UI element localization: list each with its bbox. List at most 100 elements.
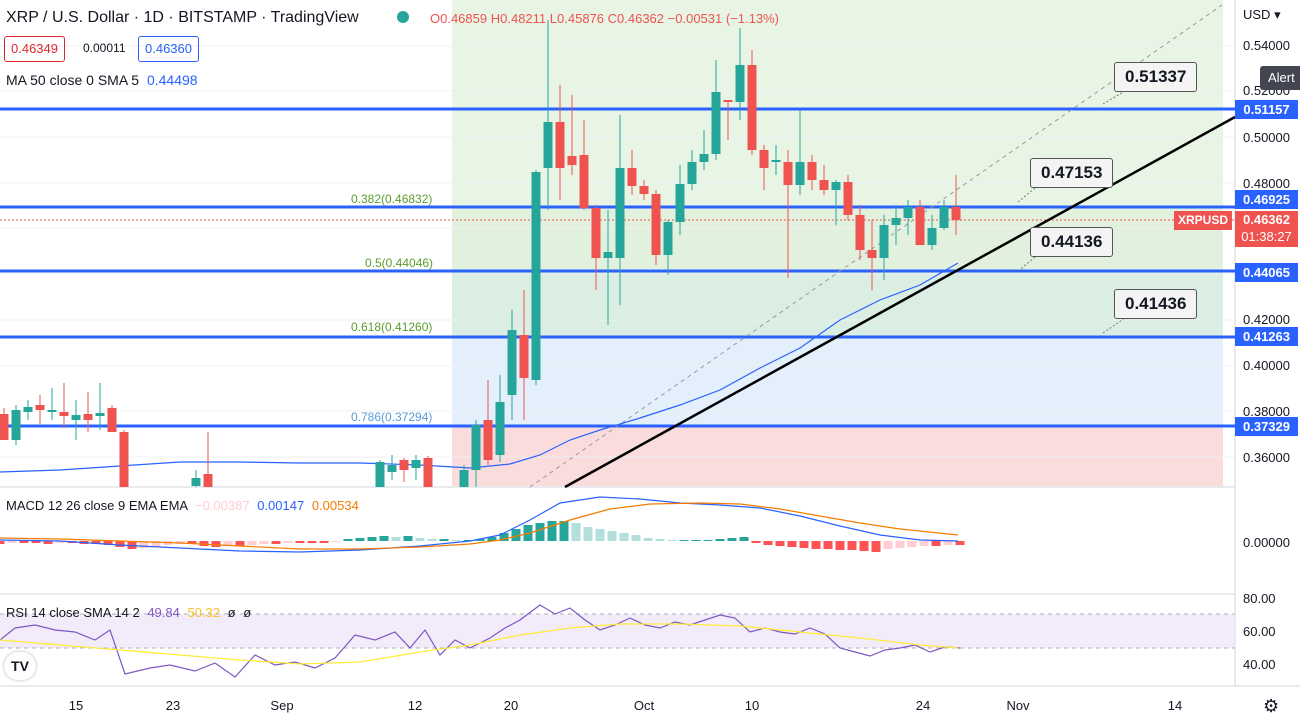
macd-bar bbox=[475, 539, 485, 541]
macd-line bbox=[0, 496, 959, 553]
macd-bar bbox=[307, 541, 317, 543]
candle-body bbox=[615, 168, 625, 258]
ascending-trendline[interactable] bbox=[564, 115, 1236, 489]
ma-label: MA 50 close 0 SMA 5 bbox=[6, 72, 140, 88]
level-price-label[interactable]: 0.37329 bbox=[1235, 417, 1298, 436]
candle-body bbox=[759, 150, 769, 168]
last-price-value: 0.46362 bbox=[1243, 212, 1290, 227]
macd-signal-line bbox=[0, 502, 959, 550]
macd-bar bbox=[823, 541, 833, 549]
candle-body bbox=[699, 154, 709, 162]
macd-bar bbox=[139, 541, 149, 548]
macd-signal-value: 0.00534 bbox=[311, 498, 359, 513]
symbol-title[interactable]: XRP / U.S. Dollar · 1D · BITSTAMP · Trad… bbox=[6, 9, 359, 26]
tradingview-logo[interactable]: TV bbox=[4, 652, 36, 680]
date-tick: 23 bbox=[165, 698, 181, 713]
fib-label-618: 0.618(0.41260) bbox=[351, 320, 433, 334]
macd-bar bbox=[667, 540, 677, 541]
price-tick: 0.36000 bbox=[1243, 450, 1290, 465]
macd-bar bbox=[223, 541, 233, 546]
candle-body bbox=[855, 215, 865, 250]
rsi-value: 49.84 bbox=[147, 605, 180, 620]
macd-bar bbox=[463, 540, 473, 541]
level-price-label[interactable]: 0.44065 bbox=[1235, 263, 1298, 282]
macd-bar bbox=[211, 541, 221, 547]
macd-bar bbox=[571, 523, 581, 541]
date-tick: 15 bbox=[68, 698, 84, 713]
candle-body bbox=[747, 65, 757, 150]
candle-body bbox=[11, 410, 21, 440]
candle-body bbox=[59, 412, 69, 416]
fib-zone-786 bbox=[452, 426, 1223, 486]
last-price-label: 0.46362 01:38:27 bbox=[1235, 211, 1298, 247]
rsi-tick: 40.00 bbox=[1243, 657, 1276, 672]
macd-bar bbox=[607, 531, 617, 541]
sell-button[interactable]: 0.46349 bbox=[4, 36, 65, 62]
candle-body bbox=[843, 182, 853, 215]
candle-body bbox=[35, 405, 45, 410]
candle-body bbox=[723, 100, 733, 102]
macd-bar bbox=[199, 541, 209, 546]
fib-label-382: 0.382(0.46832) bbox=[351, 192, 433, 206]
candle-body bbox=[603, 252, 613, 258]
level-price-label[interactable]: 0.51157 bbox=[1235, 100, 1298, 119]
buy-button[interactable]: 0.46360 bbox=[138, 36, 199, 62]
candle-body bbox=[47, 410, 57, 412]
rsi-na-2: ø bbox=[243, 605, 252, 620]
macd-bar bbox=[499, 533, 509, 541]
macd-bar bbox=[883, 541, 893, 549]
candle-body bbox=[879, 225, 889, 258]
macd-bar bbox=[595, 529, 605, 541]
macd-bar bbox=[511, 529, 521, 541]
rsi-sma-value: 50.32 bbox=[187, 605, 221, 620]
price-tick: 0.42000 bbox=[1243, 312, 1290, 327]
candle-body bbox=[951, 207, 961, 220]
level-price-label[interactable]: 0.41263 bbox=[1235, 327, 1298, 346]
alert-button[interactable]: Alert bbox=[1260, 66, 1300, 90]
callout-price[interactable]: 0.51337 bbox=[1114, 62, 1198, 92]
macd-bar bbox=[679, 540, 689, 541]
gear-icon[interactable]: ⚙ bbox=[1263, 696, 1280, 716]
candle-body bbox=[627, 168, 637, 186]
rsi-sma-line bbox=[0, 623, 959, 665]
macd-bar bbox=[643, 538, 653, 541]
candle-body bbox=[903, 207, 913, 218]
callout-price[interactable]: 0.47153 bbox=[1030, 158, 1114, 188]
ohlc-values: O0.46859 H0.48211 L0.45876 C0.46362 −0.0… bbox=[430, 11, 779, 26]
callout-price[interactable]: 0.41436 bbox=[1114, 289, 1198, 319]
macd-bar bbox=[559, 521, 569, 541]
candle-body bbox=[203, 474, 213, 487]
callout-price[interactable]: 0.44136 bbox=[1030, 227, 1114, 257]
macd-bar bbox=[355, 538, 365, 541]
macd-bar bbox=[811, 541, 821, 549]
candle-body bbox=[375, 462, 385, 487]
rsi-legend[interactable]: RSI 14 close SMA 14 2 49.84 50.32 ø ø bbox=[6, 605, 251, 620]
currency-selector[interactable]: USD ▾ bbox=[1243, 7, 1281, 22]
macd-bar bbox=[271, 541, 281, 544]
macd-legend[interactable]: MACD 12 26 close 9 EMA EMA −0.00387 0.00… bbox=[6, 498, 359, 513]
date-tick: 10 bbox=[744, 698, 760, 713]
macd-bar bbox=[691, 540, 701, 541]
macd-bar bbox=[919, 541, 929, 546]
macd-bar bbox=[259, 541, 269, 544]
candle-body bbox=[411, 460, 421, 468]
macd-bar bbox=[955, 541, 965, 545]
rsi-label: RSI 14 close SMA 14 2 bbox=[6, 605, 140, 620]
date-tick: Sep bbox=[270, 698, 294, 713]
date-tick: Oct bbox=[633, 698, 655, 713]
macd-bar bbox=[487, 537, 497, 541]
macd-bar bbox=[343, 539, 353, 541]
macd-bar bbox=[535, 523, 545, 541]
candle-body bbox=[831, 182, 841, 190]
candlesticks[interactable] bbox=[0, 20, 961, 487]
fib-label-786: 0.786(0.37294) bbox=[351, 410, 433, 424]
level-price-label[interactable]: 0.46925 bbox=[1235, 190, 1298, 209]
macd-bar bbox=[907, 541, 917, 547]
macd-bar bbox=[799, 541, 809, 548]
ma-indicator-label[interactable]: MA 50 close 0 SMA 5 0.44498 bbox=[6, 72, 198, 88]
candle-body bbox=[519, 335, 529, 378]
candle-body bbox=[807, 162, 817, 180]
candle-body bbox=[119, 432, 129, 487]
macd-bar bbox=[619, 533, 629, 541]
